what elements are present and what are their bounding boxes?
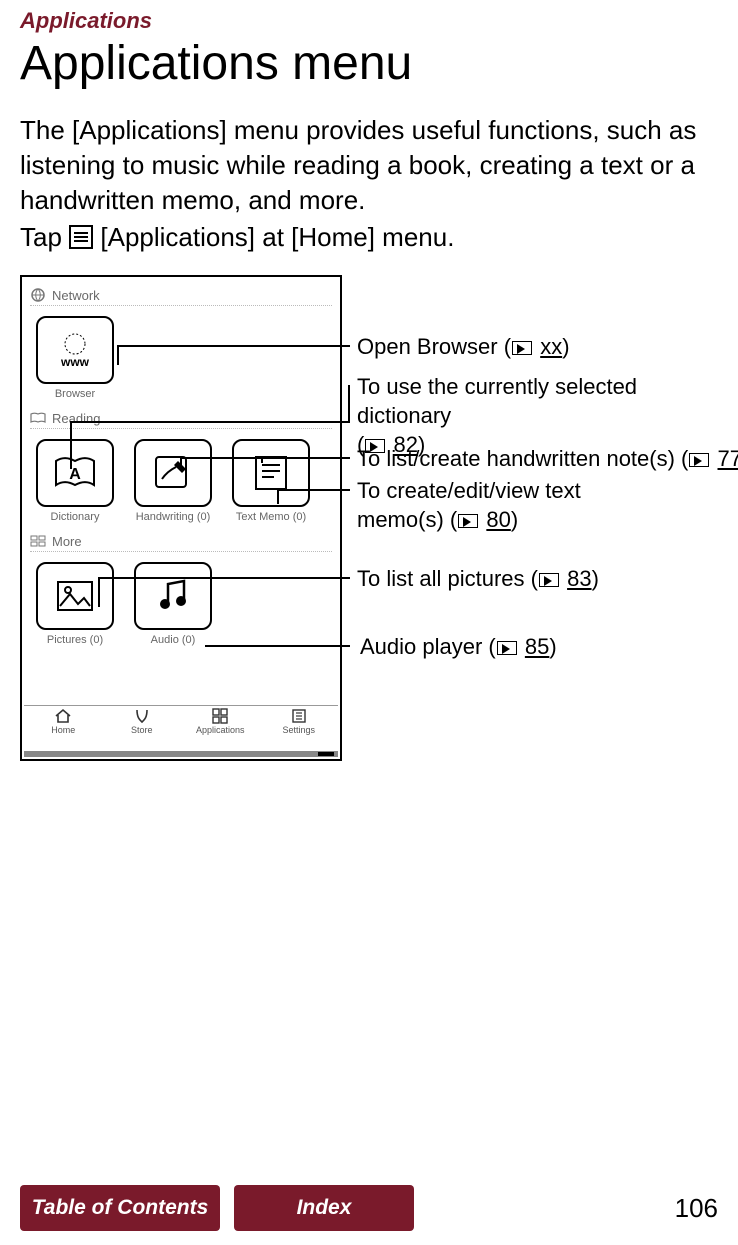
page-ref-icon	[539, 573, 559, 587]
page-number: 106	[675, 1193, 718, 1224]
callout-textmemo: To create/edit/view text memo(s) ( 80)	[357, 477, 657, 534]
page-footer: Table of Contents Index 106	[20, 1185, 718, 1231]
callout-pictures-page[interactable]: 83	[567, 566, 591, 591]
device-status-strip	[24, 751, 338, 757]
more-section-icon	[30, 533, 46, 549]
page-ref-icon	[512, 341, 532, 355]
callout-browser: Open Browser ( xx)	[357, 333, 570, 362]
section-more-label: More	[52, 534, 82, 549]
nav-store[interactable]: Store	[103, 706, 182, 751]
section-label: Applications	[20, 8, 718, 34]
app-pictures-label: Pictures (0)	[32, 634, 118, 646]
app-audio-label: Audio (0)	[130, 634, 216, 646]
nav-home-label: Home	[51, 725, 75, 735]
callout-textmemo-line1: To create/edit/view text	[357, 477, 657, 506]
callout-browser-before: Open Browser (	[357, 334, 511, 359]
app-browser-label: Browser	[32, 388, 118, 400]
page-ref-icon	[458, 514, 478, 528]
callout-handwriting: To list/create handwritten note(s) ( 77)	[357, 445, 738, 474]
section-more: More	[30, 533, 332, 552]
callout-textmemo-after: )	[511, 507, 518, 532]
app-handwriting[interactable]: Handwriting (0)	[130, 439, 216, 523]
app-dictionary[interactable]: A Dictionary	[32, 439, 118, 523]
app-dictionary-label: Dictionary	[32, 511, 118, 523]
callout-handwriting-page[interactable]: 77	[718, 446, 738, 471]
page-ref-icon	[497, 641, 517, 655]
device-bottom-nav: Home Store Applications Settings	[24, 705, 338, 751]
callout-pictures-after: )	[592, 566, 599, 591]
app-audio[interactable]: Audio (0)	[130, 562, 216, 646]
tap-instruction: Tap [Applications] at [Home] menu.	[20, 220, 718, 255]
callout-audio-page[interactable]: 85	[525, 634, 549, 659]
section-reading: Reading	[30, 410, 332, 429]
device-screenshot: Network www Browser Reading	[20, 275, 342, 761]
callout-browser-page[interactable]: xx	[540, 334, 562, 359]
section-network-label: Network	[52, 288, 100, 303]
nav-applications[interactable]: Applications	[181, 706, 260, 751]
page-title: Applications menu	[20, 36, 718, 91]
callout-audio-before: Audio player (	[360, 634, 496, 659]
reading-section-icon	[30, 410, 46, 426]
callout-audio-after: )	[549, 634, 556, 659]
nav-store-label: Store	[131, 725, 153, 735]
nav-home[interactable]: Home	[24, 706, 103, 751]
section-network: Network	[30, 287, 332, 306]
callout-textmemo-page[interactable]: 80	[486, 507, 510, 532]
callout-handwriting-before: To list/create handwritten note(s) (	[357, 446, 688, 471]
app-browser[interactable]: www Browser	[32, 316, 118, 400]
applications-icon	[69, 225, 93, 249]
nav-settings[interactable]: Settings	[260, 706, 339, 751]
svg-text:www: www	[60, 355, 90, 369]
tap-prefix: Tap	[20, 222, 69, 252]
tap-suffix: [Applications] at [Home] menu.	[93, 222, 454, 252]
callout-audio: Audio player ( 85)	[360, 633, 557, 662]
app-pictures[interactable]: Pictures (0)	[32, 562, 118, 646]
app-textmemo-label: Text Memo (0)	[228, 511, 314, 523]
callout-pictures: To list all pictures ( 83)	[357, 565, 599, 594]
page-ref-icon	[689, 453, 709, 467]
diagram-area: Network www Browser Reading	[20, 275, 718, 765]
toc-button[interactable]: Table of Contents	[20, 1185, 220, 1231]
network-section-icon	[30, 287, 46, 303]
callout-browser-after: )	[562, 334, 569, 359]
index-button[interactable]: Index	[234, 1185, 414, 1231]
nav-settings-label: Settings	[282, 725, 315, 735]
intro-paragraph: The [Applications] menu provides useful …	[20, 113, 718, 218]
callout-pictures-before: To list all pictures (	[357, 566, 538, 591]
app-textmemo[interactable]: Text Memo (0)	[228, 439, 314, 523]
callout-textmemo-before: memo(s) (	[357, 507, 457, 532]
nav-applications-label: Applications	[196, 725, 245, 735]
app-handwriting-label: Handwriting (0)	[130, 511, 216, 523]
section-reading-label: Reading	[52, 411, 100, 426]
callout-dictionary-line1: To use the currently selected dictionary	[357, 373, 737, 430]
